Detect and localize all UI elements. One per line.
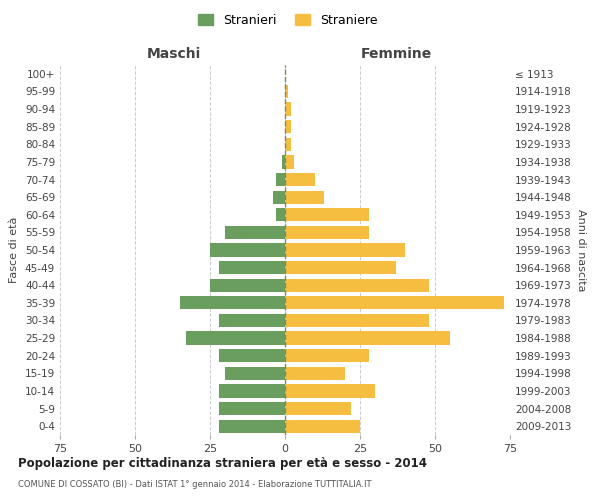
Bar xyxy=(285,278,429,292)
Y-axis label: Anni di nascita: Anni di nascita xyxy=(575,209,586,291)
Bar xyxy=(285,226,369,239)
Y-axis label: Fasce di età: Fasce di età xyxy=(10,217,19,283)
Legend: Stranieri, Straniere: Stranieri, Straniere xyxy=(193,8,383,32)
Bar xyxy=(285,244,405,256)
Bar xyxy=(210,278,285,292)
Bar xyxy=(186,332,285,344)
Bar xyxy=(276,208,285,222)
Bar xyxy=(219,349,285,362)
Bar xyxy=(285,102,291,116)
Bar xyxy=(276,173,285,186)
Bar xyxy=(285,208,369,222)
Bar xyxy=(285,190,324,204)
Bar xyxy=(285,173,315,186)
Text: Popolazione per cittadinanza straniera per età e sesso - 2014: Popolazione per cittadinanza straniera p… xyxy=(18,458,427,470)
Bar xyxy=(219,261,285,274)
Bar xyxy=(285,296,504,310)
Bar xyxy=(225,366,285,380)
Bar xyxy=(285,420,360,433)
Text: COMUNE DI COSSATO (BI) - Dati ISTAT 1° gennaio 2014 - Elaborazione TUTTITALIA.IT: COMUNE DI COSSATO (BI) - Dati ISTAT 1° g… xyxy=(18,480,371,489)
Bar xyxy=(285,261,396,274)
Text: Femmine: Femmine xyxy=(361,48,431,62)
Bar xyxy=(282,156,285,168)
Bar xyxy=(225,226,285,239)
Bar xyxy=(285,314,429,327)
Bar xyxy=(210,244,285,256)
Bar xyxy=(285,120,291,134)
Bar xyxy=(180,296,285,310)
Bar xyxy=(285,332,450,344)
Bar xyxy=(285,349,369,362)
Bar xyxy=(219,314,285,327)
Bar xyxy=(273,190,285,204)
Bar xyxy=(219,420,285,433)
Bar xyxy=(285,85,288,98)
Bar xyxy=(285,384,375,398)
Text: Maschi: Maschi xyxy=(147,48,201,62)
Bar xyxy=(285,138,291,151)
Bar xyxy=(285,402,351,415)
Bar xyxy=(285,366,345,380)
Bar xyxy=(219,384,285,398)
Bar xyxy=(219,402,285,415)
Bar xyxy=(285,156,294,168)
